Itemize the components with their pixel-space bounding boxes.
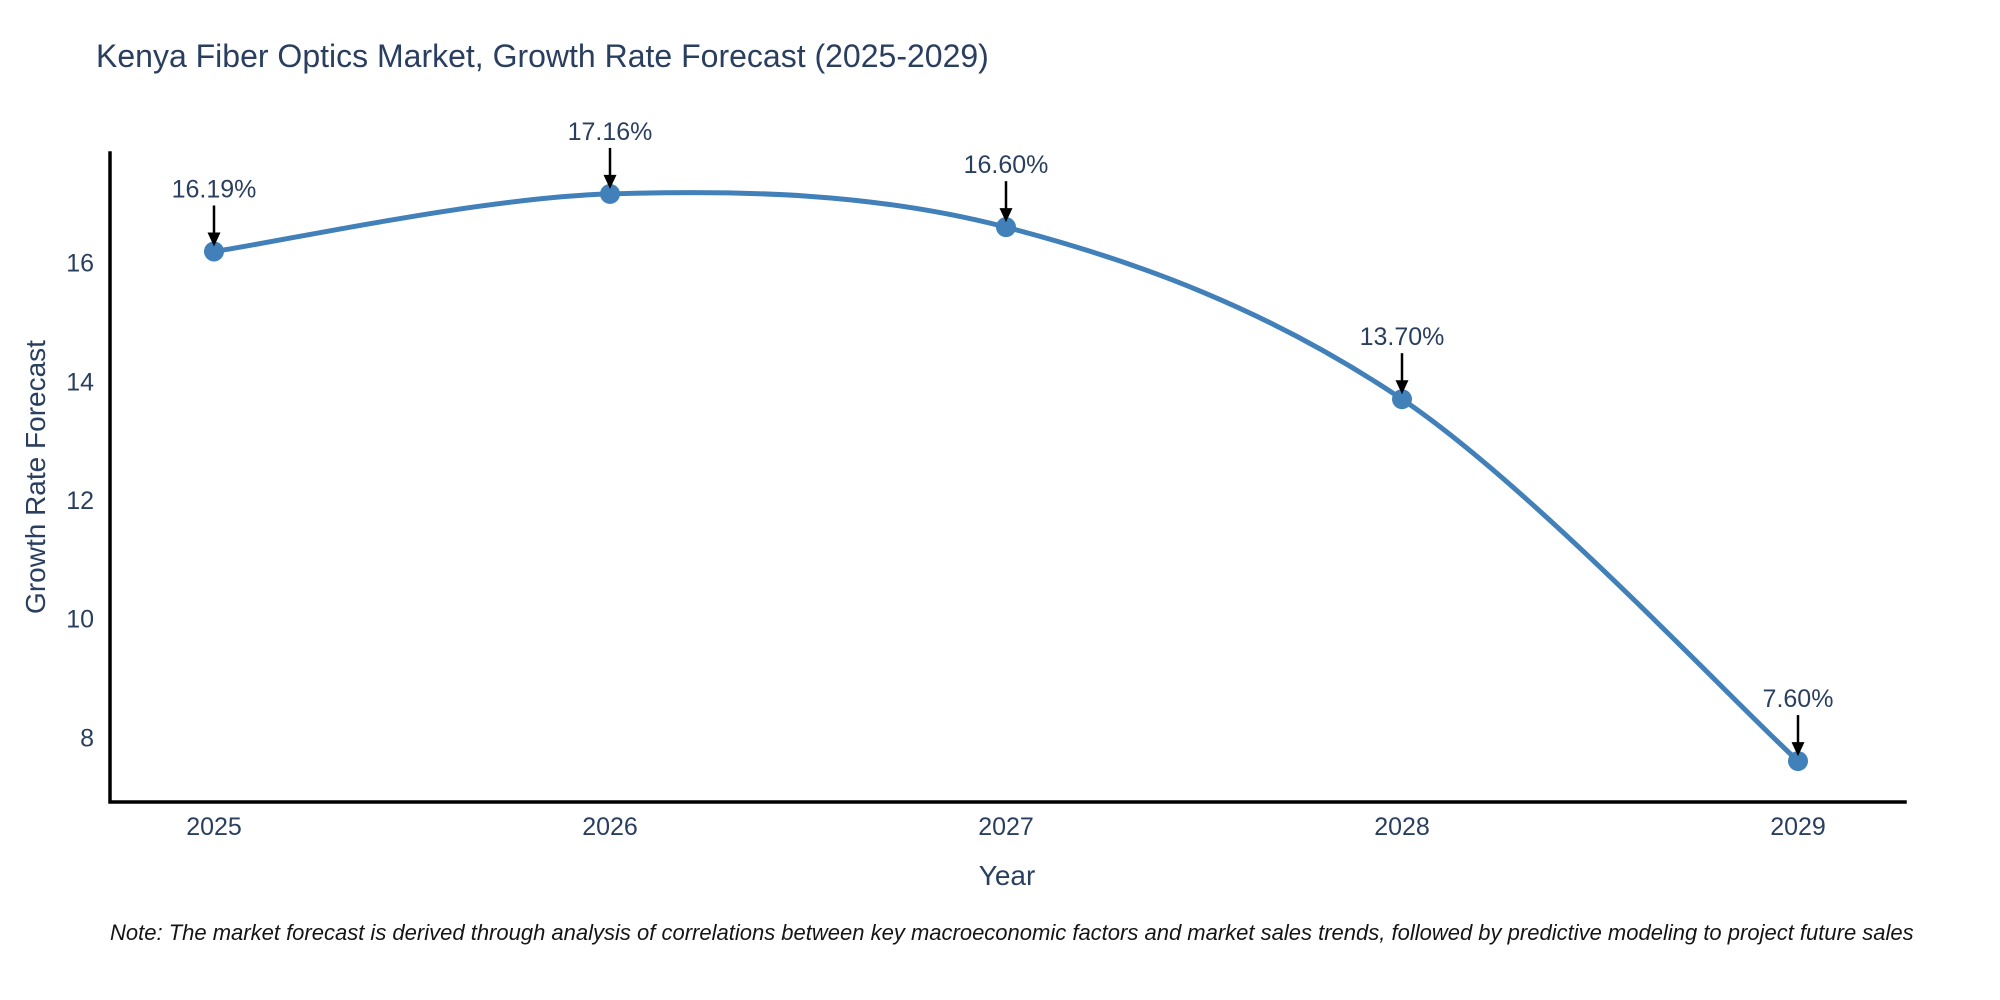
annotation-arrow-head-icon bbox=[1395, 380, 1409, 395]
x-tick-label: 2026 bbox=[582, 813, 638, 841]
x-tick-label: 2029 bbox=[1770, 813, 1826, 841]
data-point-2026 bbox=[600, 183, 620, 204]
data-point-2027 bbox=[996, 217, 1016, 238]
annotation-arrow-head-icon bbox=[999, 208, 1013, 223]
data-point-2025 bbox=[204, 241, 224, 262]
x-tick-label: 2025 bbox=[186, 813, 242, 841]
point-annotation-label: 16.60% bbox=[964, 151, 1049, 179]
annotation-arrow-head-icon bbox=[603, 174, 617, 189]
data-point-2028 bbox=[1392, 389, 1412, 410]
x-tick-label: 2027 bbox=[978, 813, 1034, 841]
y-tick-label: 14 bbox=[66, 368, 94, 396]
y-tick-label: 12 bbox=[66, 487, 94, 515]
y-tick-label: 16 bbox=[66, 250, 94, 278]
annotation-arrow-head-icon bbox=[1791, 742, 1805, 757]
x-tick-label: 2028 bbox=[1374, 813, 1430, 841]
x-axis-title: Year bbox=[978, 860, 1036, 891]
point-annotation-label: 13.70% bbox=[1360, 323, 1445, 351]
y-tick-label: 10 bbox=[66, 606, 94, 634]
forecast-line bbox=[211, 190, 1801, 764]
point-annotation-label: 16.19% bbox=[172, 175, 257, 203]
chart-title: Kenya Fiber Optics Market, Growth Rate F… bbox=[96, 38, 989, 74]
data-point-2029 bbox=[1788, 751, 1808, 772]
point-annotation-label: 7.60% bbox=[1763, 685, 1834, 713]
axis-spines bbox=[108, 151, 1907, 804]
chart-note: Note: The market forecast is derived thr… bbox=[110, 920, 1914, 945]
y-tick-label: 8 bbox=[80, 724, 94, 752]
annotation-arrow-head-icon bbox=[207, 232, 221, 247]
point-annotation-label: 17.16% bbox=[568, 118, 653, 146]
